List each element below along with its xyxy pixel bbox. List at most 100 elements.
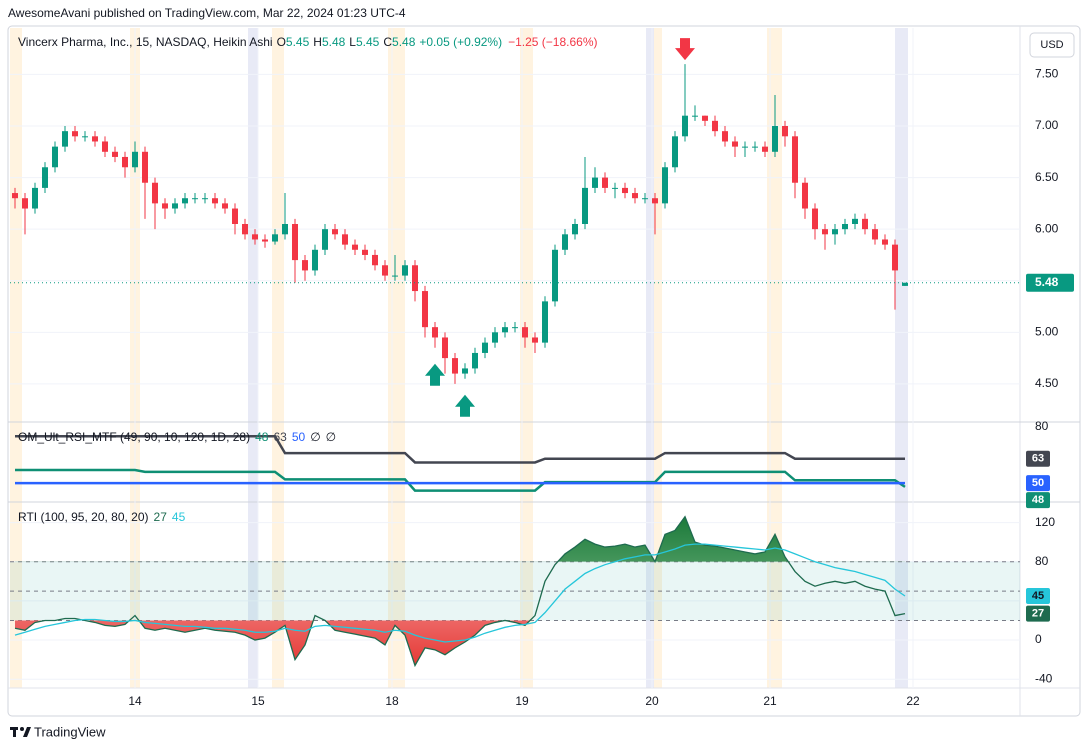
candle-body bbox=[212, 198, 218, 204]
candle-body bbox=[222, 203, 228, 209]
candle-body bbox=[852, 218, 858, 224]
x-tick-label: 15 bbox=[251, 694, 265, 708]
candle-body bbox=[112, 151, 118, 157]
candle-body bbox=[682, 115, 688, 137]
candle-body bbox=[782, 126, 788, 137]
series-line bbox=[14, 543, 906, 643]
price-badge bbox=[1026, 273, 1074, 292]
price-badge-label: 5.48 bbox=[1035, 275, 1059, 289]
candle-body bbox=[832, 229, 838, 235]
candle-body bbox=[612, 187, 618, 189]
y-tick-label: 7.00 bbox=[1035, 118, 1059, 132]
candle-body bbox=[62, 131, 68, 147]
series-line bbox=[14, 515, 906, 668]
legend: Vincerx Pharma, Inc., 15, NASDAQ, Heikin… bbox=[18, 35, 598, 49]
candle-body bbox=[482, 342, 488, 353]
candle-body bbox=[762, 146, 768, 152]
x-tick-label: 20 bbox=[645, 694, 659, 708]
series-line bbox=[15, 434, 905, 464]
candle-body bbox=[242, 224, 248, 235]
candle-body bbox=[182, 198, 188, 204]
candle-body bbox=[562, 234, 568, 250]
candle-body bbox=[552, 249, 558, 302]
candle-body bbox=[302, 260, 308, 271]
candle-body bbox=[22, 198, 28, 209]
y-tick-label: 6.50 bbox=[1035, 170, 1059, 184]
candle-body bbox=[12, 193, 18, 199]
y-tick-label: 4.50 bbox=[1035, 376, 1059, 390]
candle-body bbox=[502, 327, 508, 333]
candle-body bbox=[802, 182, 808, 209]
candle-body bbox=[292, 224, 298, 261]
candle-body bbox=[652, 198, 658, 204]
signal-arrow bbox=[455, 394, 475, 417]
value-badge bbox=[1026, 605, 1050, 622]
x-tick-label: 18 bbox=[385, 694, 399, 708]
candle-body bbox=[282, 224, 288, 235]
legend-value: ∅ bbox=[310, 430, 320, 444]
currency-button[interactable] bbox=[1029, 32, 1075, 58]
indicator-title: OM_Ult_RSI_MTF (49, 90, 10, 120, 1D, 28) bbox=[18, 430, 250, 444]
candle-body bbox=[532, 337, 538, 343]
candle-body bbox=[662, 167, 668, 204]
candle-body bbox=[232, 208, 238, 224]
candle-body bbox=[262, 239, 268, 242]
candle-body bbox=[132, 151, 138, 168]
candle-body bbox=[372, 254, 378, 266]
candle-body bbox=[522, 327, 528, 338]
candle-body bbox=[812, 208, 818, 230]
value-badge-label: 48 bbox=[1032, 494, 1044, 506]
fill-below bbox=[15, 620, 530, 666]
y-tick-label: 0 bbox=[1035, 632, 1042, 646]
candle-body bbox=[442, 337, 448, 359]
candle-body bbox=[272, 234, 278, 242]
candle-body bbox=[542, 301, 548, 343]
candle-body bbox=[692, 115, 698, 117]
x-tick-label: 22 bbox=[906, 694, 920, 708]
change: +0.05 (+0.92%) bbox=[419, 35, 502, 49]
y-tick-label: 6.00 bbox=[1035, 221, 1059, 235]
candle-body bbox=[642, 198, 648, 200]
candle-body bbox=[492, 332, 498, 343]
candle-body bbox=[602, 177, 608, 188]
candle-body bbox=[422, 291, 428, 328]
y-tick-label: 5.00 bbox=[1035, 324, 1059, 338]
candle-body bbox=[432, 327, 438, 338]
candle-body bbox=[82, 136, 88, 138]
y-tick-label: 80 bbox=[1035, 554, 1049, 568]
legend-value: 45 bbox=[172, 510, 186, 524]
legend: RTI (100, 95, 20, 80, 20) 27 45 bbox=[18, 510, 186, 524]
candle-body bbox=[392, 275, 398, 277]
quote-value: 5.48 bbox=[392, 35, 416, 49]
candle-body bbox=[362, 249, 368, 255]
total-change: −1.25 (−18.66%) bbox=[508, 35, 597, 49]
chart-title: Vincerx Pharma, Inc., 15, NASDAQ, Heikin… bbox=[18, 35, 273, 49]
quote-value: 5.45 bbox=[356, 35, 380, 49]
series-line bbox=[15, 468, 906, 492]
value-badge-label: 50 bbox=[1032, 477, 1044, 489]
value-badge bbox=[1026, 588, 1050, 604]
legend-value: 48 bbox=[255, 430, 269, 444]
y-tick-label: 7.50 bbox=[1035, 67, 1059, 81]
value-badge bbox=[1026, 475, 1050, 492]
quote-value: 5.45 bbox=[286, 35, 310, 49]
candle-body bbox=[472, 352, 478, 369]
candle-body bbox=[342, 234, 348, 245]
candle-body bbox=[742, 146, 748, 148]
candle-body bbox=[672, 136, 678, 168]
value-badge-label: 27 bbox=[1032, 608, 1044, 620]
quote-key: H bbox=[313, 35, 322, 49]
candle-body bbox=[622, 187, 628, 194]
candle-body bbox=[822, 229, 828, 235]
brand: TradingView bbox=[34, 724, 106, 739]
value-badge-label: 45 bbox=[1032, 590, 1044, 602]
legend-value: 27 bbox=[154, 510, 168, 524]
x-tick-label: 14 bbox=[128, 694, 142, 708]
signal-arrow bbox=[675, 38, 695, 61]
candle-body bbox=[722, 131, 728, 142]
candle-body bbox=[632, 193, 638, 199]
candle-body bbox=[142, 151, 148, 183]
y-tick-label: -40 bbox=[1035, 671, 1053, 685]
candle-body bbox=[162, 203, 168, 209]
currency: USD bbox=[1040, 39, 1063, 51]
